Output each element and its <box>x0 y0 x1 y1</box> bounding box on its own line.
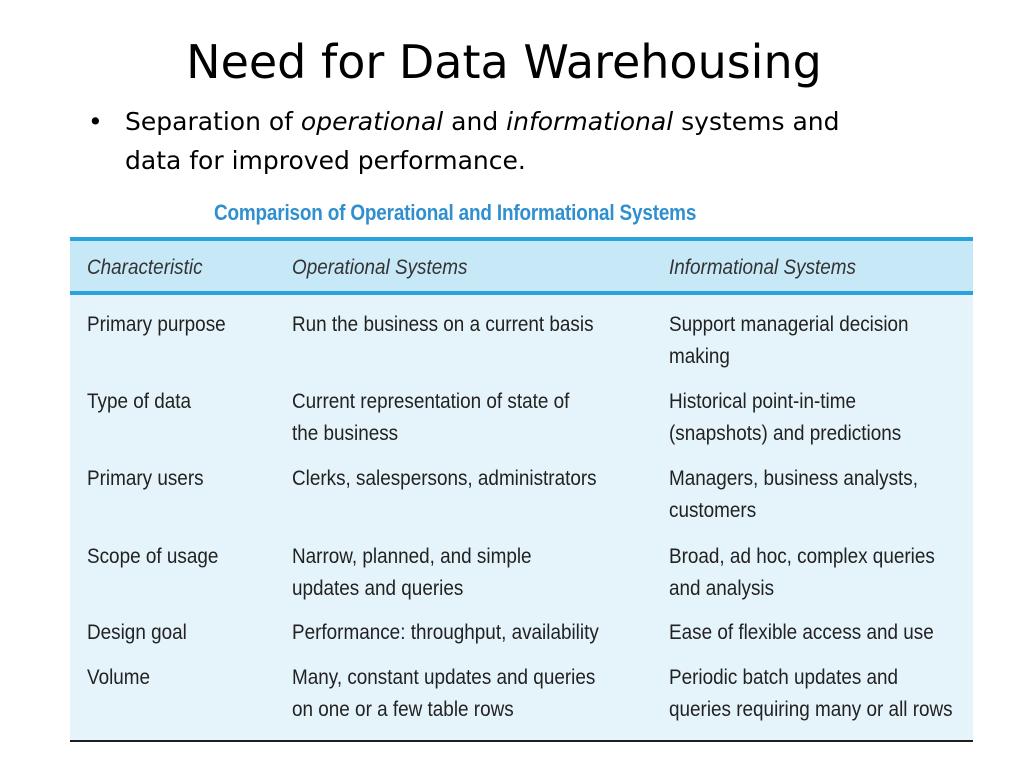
cell-operational: Performance: throughput, availability <box>292 617 599 649</box>
cell-characteristic: Type of data <box>87 386 191 418</box>
bullet-text: Separation of operational and informatio… <box>125 102 945 180</box>
cell-text-line: Primary purpose <box>87 313 226 336</box>
cell-text-line: Periodic batch updates and <box>669 666 899 689</box>
table-bottom-rule <box>70 740 973 742</box>
cell-operational: Many, constant updates and queries on one… <box>292 662 595 726</box>
header-informational-systems: Informational Systems <box>669 256 856 279</box>
cell-text-line: making <box>669 345 730 368</box>
bullet-text-line2: data for improved performance. <box>125 146 526 175</box>
cell-informational: Managers, business analysts, customers <box>669 463 918 527</box>
cell-characteristic: Primary users <box>87 463 204 495</box>
cell-text-line: Run the business on a current basis <box>292 313 594 336</box>
cell-text-line: Many, constant updates and queries <box>292 666 596 689</box>
slide-title: Need for Data Warehousing <box>186 35 822 89</box>
cell-text-line: Performance: throughput, availability <box>292 621 599 644</box>
cell-characteristic: Volume <box>87 662 150 694</box>
bullet-marker: • <box>88 107 103 136</box>
cell-text-line: and analysis <box>669 577 775 600</box>
cell-text-line: updates and queries <box>292 577 464 600</box>
cell-text-line: (snapshots) and predictions <box>669 422 902 445</box>
cell-text-line: the business <box>292 422 399 445</box>
cell-operational: Narrow, planned, and simple updates and q… <box>292 541 532 605</box>
table-caption: Comparison of Operational and Informatio… <box>214 200 697 225</box>
bullet-text-part1: Separation of <box>125 107 301 136</box>
table-header-row: Characteristic Operational Systems Infor… <box>70 241 973 291</box>
cell-text-line: Managers, business analysts, <box>669 467 918 490</box>
cell-text-line: queries requiring many or all rows <box>669 698 953 721</box>
bullet-text-part3: systems and <box>673 107 840 136</box>
comparison-table: Characteristic Operational Systems Infor… <box>70 237 973 742</box>
cell-informational: Historical point-in-time (snapshots) and … <box>669 386 901 450</box>
header-characteristic: Characteristic <box>87 256 203 279</box>
cell-text-line: Clerks, salespersons, administrators <box>292 467 597 490</box>
cell-operational: Clerks, salespersons, administrators <box>292 463 597 495</box>
cell-text-line: Volume <box>87 666 151 689</box>
cell-characteristic: Primary purpose <box>87 309 226 341</box>
cell-informational: Support managerial decision making <box>669 309 909 373</box>
cell-text-line: Narrow, planned, and simple <box>292 545 532 568</box>
cell-text-line: Ease of flexible access and use <box>669 621 934 644</box>
cell-text-line: Type of data <box>87 390 192 413</box>
cell-text-line: Support managerial decision <box>669 313 909 336</box>
cell-text-line: customers <box>669 499 757 522</box>
table-header-rule <box>70 291 973 295</box>
cell-text-line: on one or a few table rows <box>292 698 514 721</box>
bullet-emphasis-informational: informational <box>506 107 674 136</box>
bullet-emphasis-operational: operational <box>300 107 444 136</box>
cell-operational: Current representation of state of the bu… <box>292 386 569 450</box>
cell-text-line: Historical point-in-time <box>669 390 856 413</box>
cell-informational: Periodic batch updates and queries requir… <box>669 662 953 726</box>
cell-characteristic: Scope of usage <box>87 541 218 573</box>
cell-text-line: Design goal <box>87 621 187 644</box>
cell-characteristic: Design goal <box>87 617 187 649</box>
cell-text-line: Broad, ad hoc, complex queries <box>669 545 935 568</box>
header-operational-systems: Operational Systems <box>292 256 468 279</box>
table-top-rule <box>70 237 973 241</box>
cell-text-line: Scope of usage <box>87 545 219 568</box>
cell-informational: Broad, ad hoc, complex queries and analys… <box>669 541 935 605</box>
cell-text-line: Current representation of state of <box>292 390 570 413</box>
cell-operational: Run the business on a current basis <box>292 309 594 341</box>
cell-text-line: Primary users <box>87 467 204 490</box>
bullet-text-part2: and <box>443 107 507 136</box>
cell-informational: Ease of flexible access and use <box>669 617 934 649</box>
